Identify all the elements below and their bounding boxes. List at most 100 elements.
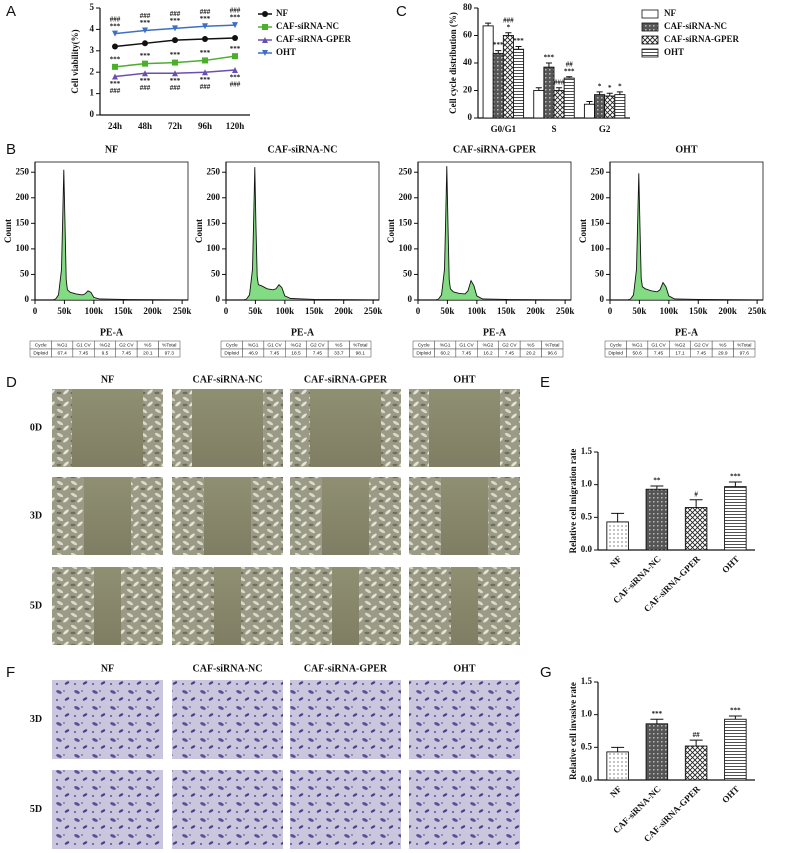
table-text: G2 CV: [119, 343, 134, 349]
marker: [202, 57, 208, 64]
y-tick-label: 100: [16, 243, 30, 253]
error-bar: [505, 32, 512, 36]
table-text: %G2: [100, 343, 111, 349]
bar: [502, 35, 514, 119]
panel-label: D: [6, 374, 17, 391]
table-text: Cycle: [35, 343, 47, 349]
y-tick-label: 250: [16, 166, 30, 176]
x-tick-label: OHT: [720, 554, 741, 575]
marker: [202, 23, 208, 30]
bar: [724, 718, 747, 781]
cell-front: [52, 567, 94, 645]
column-label: CAF-siRNA-GPER: [304, 374, 388, 385]
x-tick-label: 0: [416, 306, 421, 316]
histogram-area: [243, 167, 374, 300]
y-tick-label: 50: [20, 269, 30, 279]
y-tick-label: 50: [211, 269, 221, 279]
chart-title: NF: [105, 144, 118, 155]
panel-label: F: [6, 664, 15, 681]
bar: [684, 745, 708, 781]
x-tick-label: 200k: [718, 306, 737, 316]
column-label: CAF-siRNA-GPER: [304, 663, 388, 674]
y-tick-label: 1.5: [581, 446, 593, 456]
x-axis-label: PE-A: [291, 327, 315, 338]
table-text: Cycle: [226, 343, 238, 349]
error-bar: [545, 62, 552, 68]
table-text: 20.1: [143, 351, 153, 357]
legend-label: CAF-siRNA-NC: [276, 21, 339, 31]
significance: #: [694, 490, 698, 498]
y-tick-label: 60: [463, 30, 473, 40]
x-tick-label: 100k: [468, 306, 487, 316]
bar: [606, 521, 629, 551]
legend-label: NF: [276, 8, 288, 18]
table-cell: [733, 348, 756, 358]
y-axis-label: Cell cycle distribution (%): [448, 12, 458, 114]
significance: ***: [140, 52, 151, 60]
y-tick-label: 250: [591, 166, 605, 176]
bar: [724, 486, 747, 551]
cell-front: [290, 389, 310, 467]
legend-label: CAF-siRNA-NC: [664, 21, 727, 31]
significance: ###: [110, 87, 121, 95]
table-text: 7.45: [462, 351, 472, 357]
cell-front: [172, 389, 192, 467]
legend-label: CAF-siRNA-GPER: [276, 34, 351, 44]
x-tick-label: 250k: [748, 306, 767, 316]
y-tick-label: 200: [207, 192, 221, 202]
x-tick-label: 250k: [364, 306, 383, 316]
cell-front: [131, 477, 163, 555]
x-tick-label: S: [551, 124, 556, 134]
significance: ##: [693, 731, 701, 739]
y-tick-label: 3: [90, 45, 95, 55]
significance: ***: [564, 67, 575, 75]
error-bar: [566, 76, 573, 79]
marker: [112, 43, 118, 50]
cell-front: [241, 567, 283, 645]
significance: ***: [230, 74, 241, 82]
y-tick-label: 0.5: [581, 741, 593, 751]
table-text: %S: [527, 343, 534, 349]
cell-front: [251, 477, 283, 555]
significance: ###: [170, 84, 181, 92]
bar: [492, 52, 504, 119]
bar: [606, 751, 629, 781]
legend-swatch: [641, 35, 659, 45]
y-tick-label: 0.0: [581, 774, 593, 784]
table-text: 97.6: [740, 351, 750, 357]
cell-front: [172, 477, 204, 555]
x-tick-label: 48h: [138, 121, 152, 131]
table-text: %Total: [545, 343, 559, 349]
table-text: %G2: [675, 343, 686, 349]
table-text: Diploid: [608, 351, 623, 357]
plot-frame: [225, 161, 380, 301]
bar: [604, 95, 616, 119]
y-tick-label: 1: [90, 88, 95, 98]
table-text: %Total: [737, 343, 751, 349]
x-tick-label: 0: [33, 306, 38, 316]
table-text: 7.45: [270, 351, 280, 357]
micrograph: [409, 680, 520, 759]
error-bar: [485, 22, 492, 26]
column-label: CAF-siRNA-NC: [193, 374, 263, 385]
x-tick-label: 150k: [497, 306, 516, 316]
plot-frame: [609, 161, 764, 301]
histogram-line: [52, 169, 183, 301]
table-text: 16.2: [483, 351, 493, 357]
significance: ###: [554, 78, 565, 86]
x-tick-label: 50k: [440, 306, 454, 316]
histogram-area: [627, 173, 758, 300]
significance: ###: [170, 10, 181, 18]
significance: ***: [140, 77, 151, 85]
table-text: Diploid: [224, 351, 239, 357]
error-bar: [535, 87, 542, 91]
y-tick-label: 80: [463, 2, 473, 12]
error-bar: [650, 718, 664, 724]
bar: [645, 488, 669, 551]
significance: *: [608, 84, 612, 92]
histogram-line: [435, 166, 566, 301]
table-text: %G1: [440, 343, 451, 349]
legend-label: OHT: [664, 47, 684, 57]
chart-title: CAF-siRNA-NC: [268, 144, 338, 155]
y-tick-label: 150: [207, 217, 221, 227]
